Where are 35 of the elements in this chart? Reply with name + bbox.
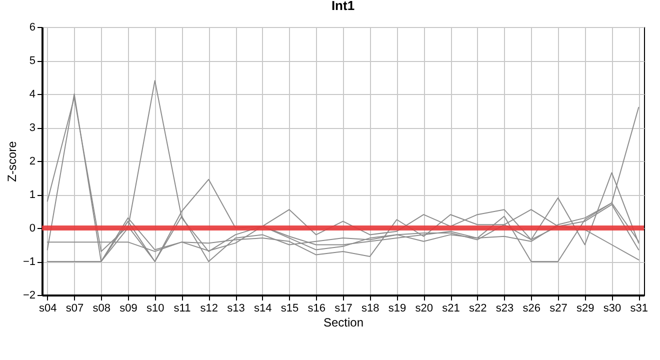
- x-tick-label: s04: [39, 302, 57, 314]
- x-tick-label: s29: [576, 302, 594, 314]
- y-tick-label: 5: [29, 55, 36, 67]
- x-tick-label: s17: [334, 302, 352, 314]
- y-tick-label: 1: [29, 189, 36, 201]
- x-tick-label: s23: [496, 302, 514, 314]
- y-axis-title: Z-score: [4, 140, 19, 182]
- x-tick-label: s12: [200, 302, 218, 314]
- y-tick-label: −1: [22, 256, 36, 268]
- x-tick-label: s27: [550, 302, 568, 314]
- y-tick-label: 6: [29, 22, 36, 34]
- x-tick-label: s21: [442, 302, 460, 314]
- x-tick-label: s10: [146, 302, 164, 314]
- x-tick-label: s16: [308, 302, 326, 314]
- x-tick-label: s26: [522, 302, 540, 314]
- x-tick-label: s13: [227, 302, 245, 314]
- y-tick-label: 2: [29, 156, 36, 168]
- x-axis-title: Section: [323, 316, 364, 330]
- chart-title: Int1: [331, 0, 355, 13]
- y-tick-label: 0: [29, 222, 36, 234]
- x-tick-label: s31: [630, 302, 648, 314]
- y-tick-label: 4: [29, 88, 36, 100]
- x-tick-label: s18: [362, 302, 380, 314]
- y-tick-label: 3: [29, 122, 36, 134]
- x-tick-label: s20: [415, 302, 433, 314]
- x-tick-label: s08: [92, 302, 110, 314]
- y-tick-label: −2: [22, 290, 36, 302]
- x-tick-label: s30: [603, 302, 622, 314]
- x-tick-label: s09: [120, 302, 138, 314]
- x-tick-label: s07: [66, 302, 84, 314]
- x-tick-label: s14: [254, 302, 272, 314]
- x-tick-label: s15: [280, 302, 299, 314]
- x-tick-label: s11: [174, 302, 191, 314]
- x-tick-label: s22: [469, 302, 487, 314]
- x-tick-label: s19: [388, 302, 406, 314]
